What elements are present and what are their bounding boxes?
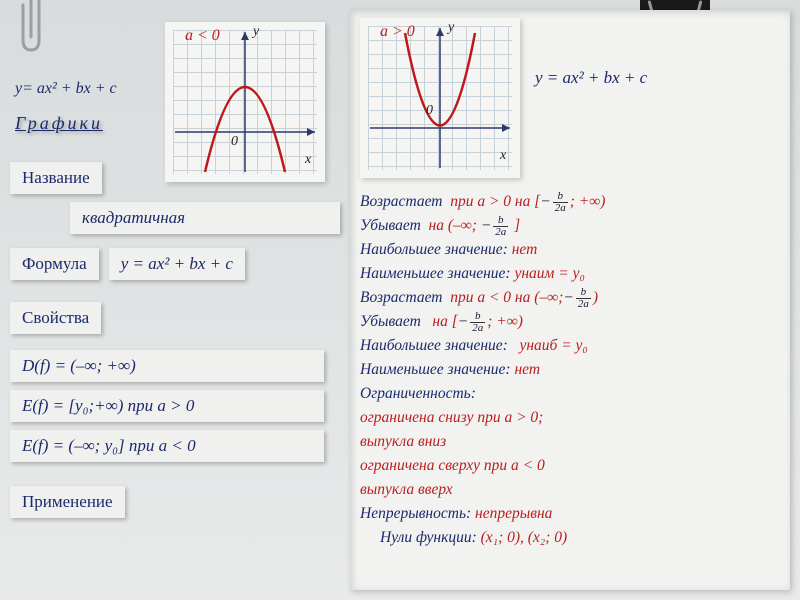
dec-neg-label: Убывает xyxy=(360,313,421,330)
inc-pos-cond: при a > 0 на [ xyxy=(450,193,540,210)
zeros-label: Нули функции: xyxy=(380,529,477,546)
inc-neg-label: Возрастает xyxy=(360,289,442,306)
tag-props-label: Свойства xyxy=(10,302,101,334)
dec-pos-end: ] xyxy=(514,217,520,234)
x-axis-label: x xyxy=(305,152,311,168)
chart-a-negative: a < 0 y x 0 xyxy=(165,22,325,182)
inc-neg-end: ) xyxy=(593,289,598,306)
bound-label: Ограниченность: xyxy=(360,385,476,402)
minus-icon: − xyxy=(563,289,573,306)
bound1: ограничена снизу при a > 0; xyxy=(360,406,780,430)
zeros-value: (x₁; 0), (x₂; 0) xyxy=(481,529,568,546)
cont-value: непрерывна xyxy=(475,505,552,522)
min2-label: Наименьшее значение: xyxy=(360,361,511,378)
bound4: выпукла вверх xyxy=(360,478,780,502)
chart-condition: a > 0 xyxy=(380,23,415,41)
left-column: y= ax² + bx + c Графики a < 0 y x 0 Назв… xyxy=(10,10,340,526)
dec-neg-end: ; +∞) xyxy=(487,313,523,330)
max-label: Наибольшее значение: xyxy=(360,241,508,258)
tag-range-pos: E(f) = [y₀;+∞) при a > 0 xyxy=(10,390,324,422)
max2-value: yнаиб = y₀ xyxy=(519,337,587,354)
vertex-fraction: b2a xyxy=(553,191,568,214)
min2-value: нет xyxy=(514,361,540,378)
dec-neg-range: на [ xyxy=(432,313,457,330)
y-axis-label: y xyxy=(448,20,454,36)
properties-list: Возрастает при a > 0 на [−b2a; +∞) Убыва… xyxy=(360,190,780,550)
minus-icon: − xyxy=(540,193,550,210)
x-axis-label: x xyxy=(500,148,506,164)
dec-pos-label: Убывает xyxy=(360,217,421,234)
cont-label: Непрерывность: xyxy=(360,505,471,522)
dec-pos-range: на (–∞; xyxy=(429,217,477,234)
tag-domain: D(f) = (–∞; +∞) xyxy=(10,350,324,382)
tag-formula-value: y = ax² + bx + c xyxy=(109,248,245,280)
vertex-fraction: b2a xyxy=(493,215,508,238)
origin-label: 0 xyxy=(426,103,433,119)
inc-pos-label: Возрастает xyxy=(360,193,442,210)
min-value: yнаим = y₀ xyxy=(514,265,584,282)
tag-application: Применение xyxy=(10,486,125,518)
min-label: Наименьшее значение: xyxy=(360,265,511,282)
minus-icon: − xyxy=(458,313,468,330)
right-panel: a > 0 y x 0 y = ax² + bx + c Возрастает … xyxy=(350,10,790,590)
tag-formula-label: Формула xyxy=(10,248,99,280)
bound2: выпукла вниз xyxy=(360,430,780,454)
inc-neg-cond: при a < 0 на (–∞; xyxy=(450,289,563,306)
max-value: нет xyxy=(512,241,538,258)
tag-range-neg: E(f) = (–∞; y₀] при a < 0 xyxy=(10,430,324,462)
right-formula: y = ax² + bx + c xyxy=(535,68,647,88)
chart-a-positive: a > 0 y x 0 xyxy=(360,18,520,178)
vertex-fraction: b2a xyxy=(470,311,485,334)
tag-name-value: квадратичная xyxy=(70,202,340,234)
bound3: ограничена сверху при a < 0 xyxy=(360,454,780,478)
minus-icon: − xyxy=(481,217,491,234)
chart-condition: a < 0 xyxy=(185,27,220,45)
tag-name-label: Название xyxy=(10,162,102,194)
y-axis-label: y xyxy=(253,24,259,40)
vertex-fraction: b2a xyxy=(576,287,591,310)
max2-label: Наибольшее значение: xyxy=(360,337,508,354)
origin-label: 0 xyxy=(231,134,238,150)
inc-pos-end: ; +∞) xyxy=(570,193,606,210)
